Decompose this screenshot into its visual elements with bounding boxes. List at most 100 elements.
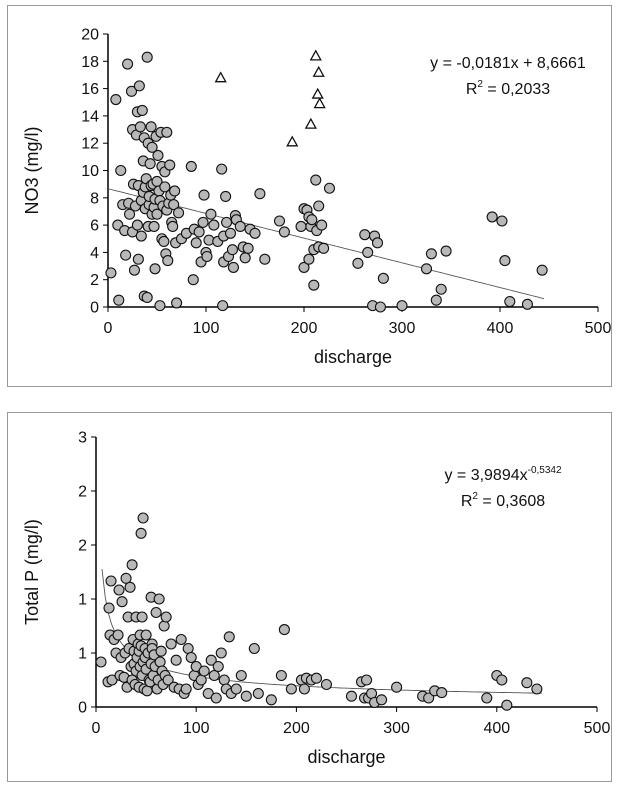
- data-point: [227, 261, 239, 273]
- x-tick-label: 500: [584, 720, 611, 737]
- data-point: [496, 215, 508, 227]
- data-point: [153, 593, 165, 605]
- data-point: [323, 182, 336, 194]
- data-point: [135, 230, 147, 242]
- data-point: [135, 527, 147, 539]
- x-tick-label: 200: [291, 320, 318, 337]
- data-point: [278, 226, 290, 238]
- data-point: [205, 208, 217, 220]
- data-point: [423, 692, 435, 704]
- x-tick-label: 0: [92, 720, 101, 737]
- data-point-triangle: [214, 71, 227, 83]
- data-point: [435, 283, 447, 295]
- data-point: [164, 159, 176, 171]
- data-point: [154, 656, 166, 668]
- data-point: [141, 51, 153, 63]
- data-point: [273, 215, 286, 227]
- y-tick-label: 12: [81, 136, 99, 153]
- x-tick-label: 300: [389, 320, 416, 337]
- data-point: [217, 300, 229, 312]
- data-point: [120, 572, 132, 584]
- data-point: [521, 298, 533, 310]
- data-point: [374, 301, 386, 313]
- y-tick-label: 6: [90, 218, 99, 235]
- data-point: [136, 104, 148, 116]
- r-squared-value: = 0,2033: [483, 81, 550, 98]
- data-point: [122, 58, 134, 70]
- data-point: [265, 694, 277, 706]
- data-point: [425, 248, 437, 260]
- data-point: [440, 245, 452, 257]
- r-squared-exponent: 2: [477, 79, 483, 90]
- data-point: [167, 220, 179, 233]
- data-point: [137, 512, 149, 524]
- data-point: [430, 294, 442, 306]
- data-point: [140, 629, 152, 641]
- data-point: [171, 297, 183, 309]
- data-point: [275, 669, 287, 682]
- trend-equation-text: y = 3,9894x: [444, 467, 527, 484]
- data-point: [359, 229, 371, 241]
- y-tick-label: 2: [78, 538, 87, 555]
- data-point: [481, 692, 493, 704]
- data-point: [185, 651, 197, 664]
- data-point: [208, 219, 220, 231]
- x-tick-label: 400: [483, 720, 510, 737]
- data-point: [141, 291, 153, 303]
- data-point: [136, 611, 148, 623]
- data-point: [161, 126, 173, 138]
- y-tick-label: 0: [90, 300, 99, 317]
- data-point: [521, 677, 533, 689]
- data-point: [128, 264, 141, 276]
- data-point: [221, 216, 233, 228]
- data-point: [377, 272, 389, 284]
- data-point: [224, 227, 237, 239]
- y-tick-label: 1: [78, 646, 87, 663]
- data-point: [150, 606, 162, 619]
- data-point: [240, 690, 252, 702]
- y-tick-label: 16: [81, 81, 99, 98]
- data-point: [486, 211, 498, 223]
- data-point: [316, 219, 328, 231]
- data-point: [216, 163, 228, 175]
- data-point: [239, 252, 251, 264]
- data-point: [420, 263, 433, 275]
- data-point: [496, 674, 508, 686]
- data-point: [175, 633, 187, 646]
- data-point: [306, 214, 318, 226]
- data-point: [146, 141, 158, 153]
- data-point: [376, 694, 388, 706]
- data-point: [320, 678, 333, 691]
- data-point: [201, 250, 213, 263]
- data-point: [198, 665, 210, 677]
- y-tick-label: 2: [78, 484, 87, 501]
- data-point-triangle: [309, 49, 322, 61]
- data-point: [223, 631, 235, 643]
- data-point: [303, 253, 315, 265]
- data-point: [124, 581, 136, 593]
- data-point: [218, 674, 230, 686]
- trend-equation: y = -0,0181x + 8,6661: [430, 55, 586, 72]
- r-squared-symbol: R: [461, 493, 473, 510]
- data-point: [436, 687, 448, 699]
- data-point: [352, 257, 364, 269]
- data-point: [254, 188, 266, 200]
- data-point: [298, 683, 310, 695]
- data-point: [152, 149, 164, 162]
- data-point: [499, 255, 511, 267]
- data-point: [313, 200, 325, 212]
- data-point-triangle: [286, 135, 299, 147]
- x-tick-label: 200: [283, 720, 310, 737]
- data-point: [248, 642, 260, 655]
- data-point: [170, 654, 182, 666]
- data-point: [155, 645, 167, 657]
- data-point: [242, 242, 254, 254]
- data-point: [308, 279, 320, 291]
- data-point: [396, 300, 408, 312]
- data-point: [371, 237, 384, 249]
- data-point: [103, 602, 115, 614]
- data-point: [131, 219, 143, 231]
- trend-equation-text: y = -0,0181x + 8,6661: [430, 55, 586, 72]
- data-point: [180, 683, 192, 695]
- trend-equation-exponent: -0,5342: [528, 465, 562, 476]
